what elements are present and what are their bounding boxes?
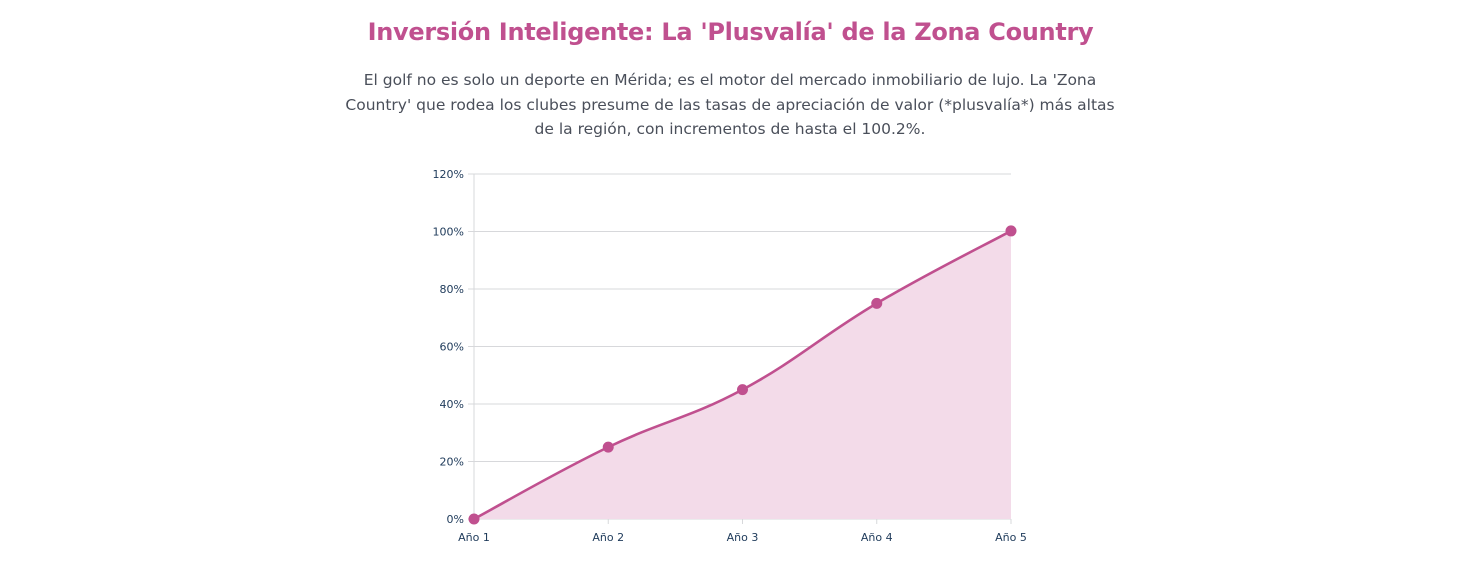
y-tick-label: 120% [433, 168, 464, 181]
x-tick-label: Año 5 [995, 531, 1027, 544]
data-point-2[interactable] [602, 441, 614, 453]
y-tick-label: 100% [433, 226, 464, 239]
y-tick-label: 40% [440, 398, 464, 411]
y-tick-label: 60% [440, 341, 464, 354]
x-tick-label: Año 2 [592, 531, 624, 544]
x-tick-label: Año 3 [727, 531, 759, 544]
data-point-4[interactable] [871, 297, 883, 309]
chart-area-layer [474, 230, 1011, 520]
y-axis-ticks: 0% 20% 40% 60% 80% 100% 120% [433, 168, 464, 526]
y-tick-label: 20% [440, 456, 464, 469]
y-tick-label: 0% [447, 513, 464, 526]
x-tick-label: Año 4 [861, 531, 893, 544]
data-point-1[interactable] [468, 513, 480, 525]
x-axis-ticks: Año 1 Año 2 Año 3 Año 4 Año 5 [458, 531, 1027, 544]
data-point-5[interactable] [1005, 225, 1017, 237]
y-tick-label: 80% [440, 283, 464, 296]
data-point-3[interactable] [737, 384, 748, 396]
x-tick-label: Año 1 [458, 531, 490, 544]
section-title: Inversión Inteligente: La 'Plusvalía' de… [367, 18, 1094, 46]
series-area-fill [474, 230, 1011, 520]
chart-point-layer [468, 225, 1017, 525]
section-intro: El golf no es solo un deporte en Mérida;… [345, 71, 1115, 138]
